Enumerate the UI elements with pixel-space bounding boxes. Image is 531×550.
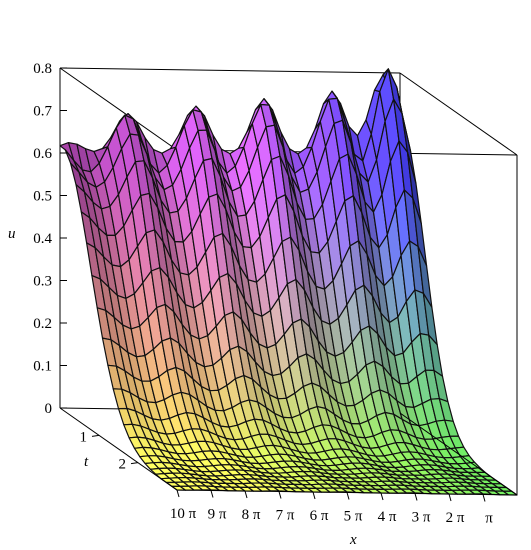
t-axis: 1 2 t bbox=[80, 429, 139, 473]
x-tick-mark bbox=[244, 490, 248, 499]
u-tick-label: 0.4 bbox=[33, 231, 52, 247]
x-tick-mark bbox=[176, 489, 180, 498]
x-axis-title: x bbox=[349, 532, 357, 548]
x-tick-mark bbox=[448, 493, 452, 502]
x-tick-label: 7 π bbox=[276, 508, 295, 524]
x-tick-label: π bbox=[485, 511, 493, 527]
u-tick-label: 0.5 bbox=[33, 189, 52, 205]
t-tick-mark bbox=[130, 462, 139, 465]
x-tick-label: 6 π bbox=[310, 508, 329, 524]
x-tick-mark bbox=[346, 492, 350, 500]
x-tick-label: 4 π bbox=[378, 509, 397, 525]
box-edge-back-top bbox=[59, 67, 401, 74]
box-edge-top-right bbox=[399, 72, 518, 156]
x-tick-label: 9 π bbox=[208, 507, 227, 523]
t-tick-label: 2 bbox=[119, 457, 127, 473]
box-edge-bottom-right bbox=[399, 412, 518, 496]
x-tick-mark bbox=[380, 492, 384, 501]
u-axis: 0 0.1 0.2 0.3 0.4 0.5 0.6 0.7 0.8 u bbox=[8, 61, 67, 417]
x-tick-label: 3 π bbox=[412, 510, 431, 526]
x-tick-mark bbox=[482, 494, 486, 502]
t-tick-mark bbox=[91, 434, 100, 437]
u-tick-label: 0.3 bbox=[33, 274, 52, 290]
box-edge-top-left bbox=[59, 67, 178, 151]
u-tick-label: 0.8 bbox=[33, 61, 52, 77]
x-tick-label: 2 π bbox=[446, 510, 465, 526]
u-tick-label: 0.7 bbox=[33, 104, 52, 120]
box-edge-bottom-left bbox=[59, 407, 178, 491]
x-tick-label: 5 π bbox=[344, 509, 363, 525]
u-axis-title: u bbox=[8, 226, 16, 242]
t-axis-title: t bbox=[84, 454, 89, 470]
u-tick-label: 0.6 bbox=[33, 146, 52, 162]
u-tick-label: 0.2 bbox=[33, 316, 52, 332]
x-axis: 10 π 9 π 8 π 7 π 6 π 5 π 4 π 3 π 2 π π x bbox=[170, 489, 493, 548]
x-tick-mark bbox=[414, 493, 418, 501]
u-tick-label: 0.1 bbox=[33, 359, 52, 375]
x-tick-label: 8 π bbox=[242, 507, 261, 523]
surface-mesh bbox=[59, 68, 518, 496]
u-tick-label: 0 bbox=[45, 401, 53, 417]
x-tick-mark bbox=[312, 491, 316, 500]
x-tick-label: 10 π bbox=[170, 506, 197, 522]
x-tick-mark bbox=[278, 491, 282, 499]
t-tick-label: 1 bbox=[80, 429, 88, 445]
x-tick-mark bbox=[210, 490, 214, 498]
